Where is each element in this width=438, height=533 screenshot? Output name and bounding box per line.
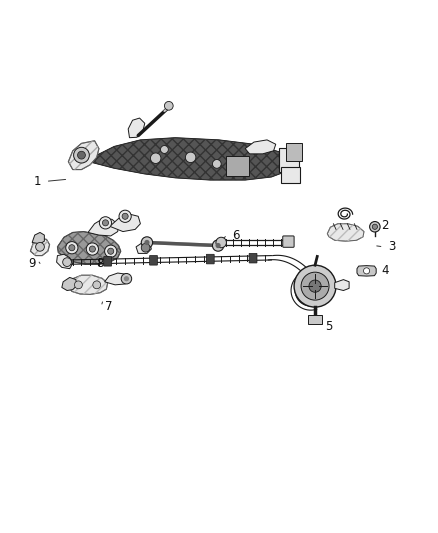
- Circle shape: [108, 248, 114, 254]
- Circle shape: [105, 245, 117, 257]
- Polygon shape: [57, 231, 121, 264]
- Circle shape: [86, 243, 99, 255]
- Circle shape: [212, 159, 221, 168]
- FancyBboxPatch shape: [279, 148, 299, 172]
- Text: 4: 4: [381, 264, 389, 277]
- Circle shape: [294, 265, 336, 307]
- Circle shape: [141, 237, 152, 248]
- Text: 5: 5: [325, 320, 333, 333]
- Text: 3: 3: [388, 240, 395, 253]
- Polygon shape: [110, 214, 141, 231]
- Polygon shape: [57, 254, 73, 269]
- Circle shape: [63, 258, 71, 266]
- FancyBboxPatch shape: [286, 142, 301, 161]
- Circle shape: [99, 217, 112, 229]
- FancyBboxPatch shape: [206, 254, 214, 264]
- Circle shape: [309, 280, 321, 292]
- Polygon shape: [68, 275, 108, 294]
- Circle shape: [124, 276, 129, 281]
- Circle shape: [78, 151, 85, 159]
- FancyBboxPatch shape: [249, 253, 257, 263]
- Circle shape: [122, 213, 128, 220]
- Circle shape: [119, 210, 131, 222]
- Polygon shape: [30, 238, 49, 256]
- FancyBboxPatch shape: [104, 256, 112, 266]
- Polygon shape: [105, 273, 130, 285]
- Text: 2: 2: [381, 220, 389, 232]
- Circle shape: [185, 152, 196, 163]
- Circle shape: [121, 273, 132, 284]
- Circle shape: [69, 245, 75, 251]
- Circle shape: [301, 272, 329, 300]
- Polygon shape: [357, 265, 376, 276]
- Polygon shape: [327, 224, 364, 241]
- Polygon shape: [88, 219, 119, 236]
- Text: 8: 8: [96, 257, 104, 270]
- FancyBboxPatch shape: [283, 236, 294, 247]
- Circle shape: [35, 243, 44, 251]
- Text: 1: 1: [34, 175, 42, 188]
- Circle shape: [93, 281, 101, 289]
- FancyBboxPatch shape: [307, 316, 322, 324]
- Polygon shape: [68, 141, 99, 169]
- Polygon shape: [62, 277, 77, 290]
- Polygon shape: [136, 243, 151, 253]
- Polygon shape: [128, 118, 145, 138]
- Circle shape: [74, 281, 82, 289]
- Circle shape: [89, 246, 95, 252]
- Circle shape: [160, 146, 168, 154]
- Text: 6: 6: [232, 229, 239, 241]
- Circle shape: [216, 237, 226, 248]
- Circle shape: [102, 220, 109, 226]
- Circle shape: [164, 101, 173, 110]
- FancyBboxPatch shape: [281, 167, 300, 183]
- Polygon shape: [92, 138, 293, 180]
- Circle shape: [370, 222, 380, 232]
- Circle shape: [145, 240, 150, 245]
- Circle shape: [215, 243, 221, 248]
- FancyBboxPatch shape: [150, 255, 157, 265]
- Polygon shape: [245, 140, 276, 154]
- Circle shape: [141, 244, 150, 252]
- Polygon shape: [335, 280, 349, 290]
- Circle shape: [212, 240, 224, 251]
- Text: 9: 9: [28, 257, 36, 270]
- Text: 7: 7: [105, 300, 113, 313]
- Circle shape: [66, 241, 78, 254]
- Circle shape: [364, 268, 370, 274]
- Circle shape: [150, 153, 161, 164]
- Polygon shape: [32, 232, 44, 244]
- Circle shape: [372, 224, 378, 229]
- Circle shape: [74, 147, 89, 163]
- FancyBboxPatch shape: [226, 156, 249, 176]
